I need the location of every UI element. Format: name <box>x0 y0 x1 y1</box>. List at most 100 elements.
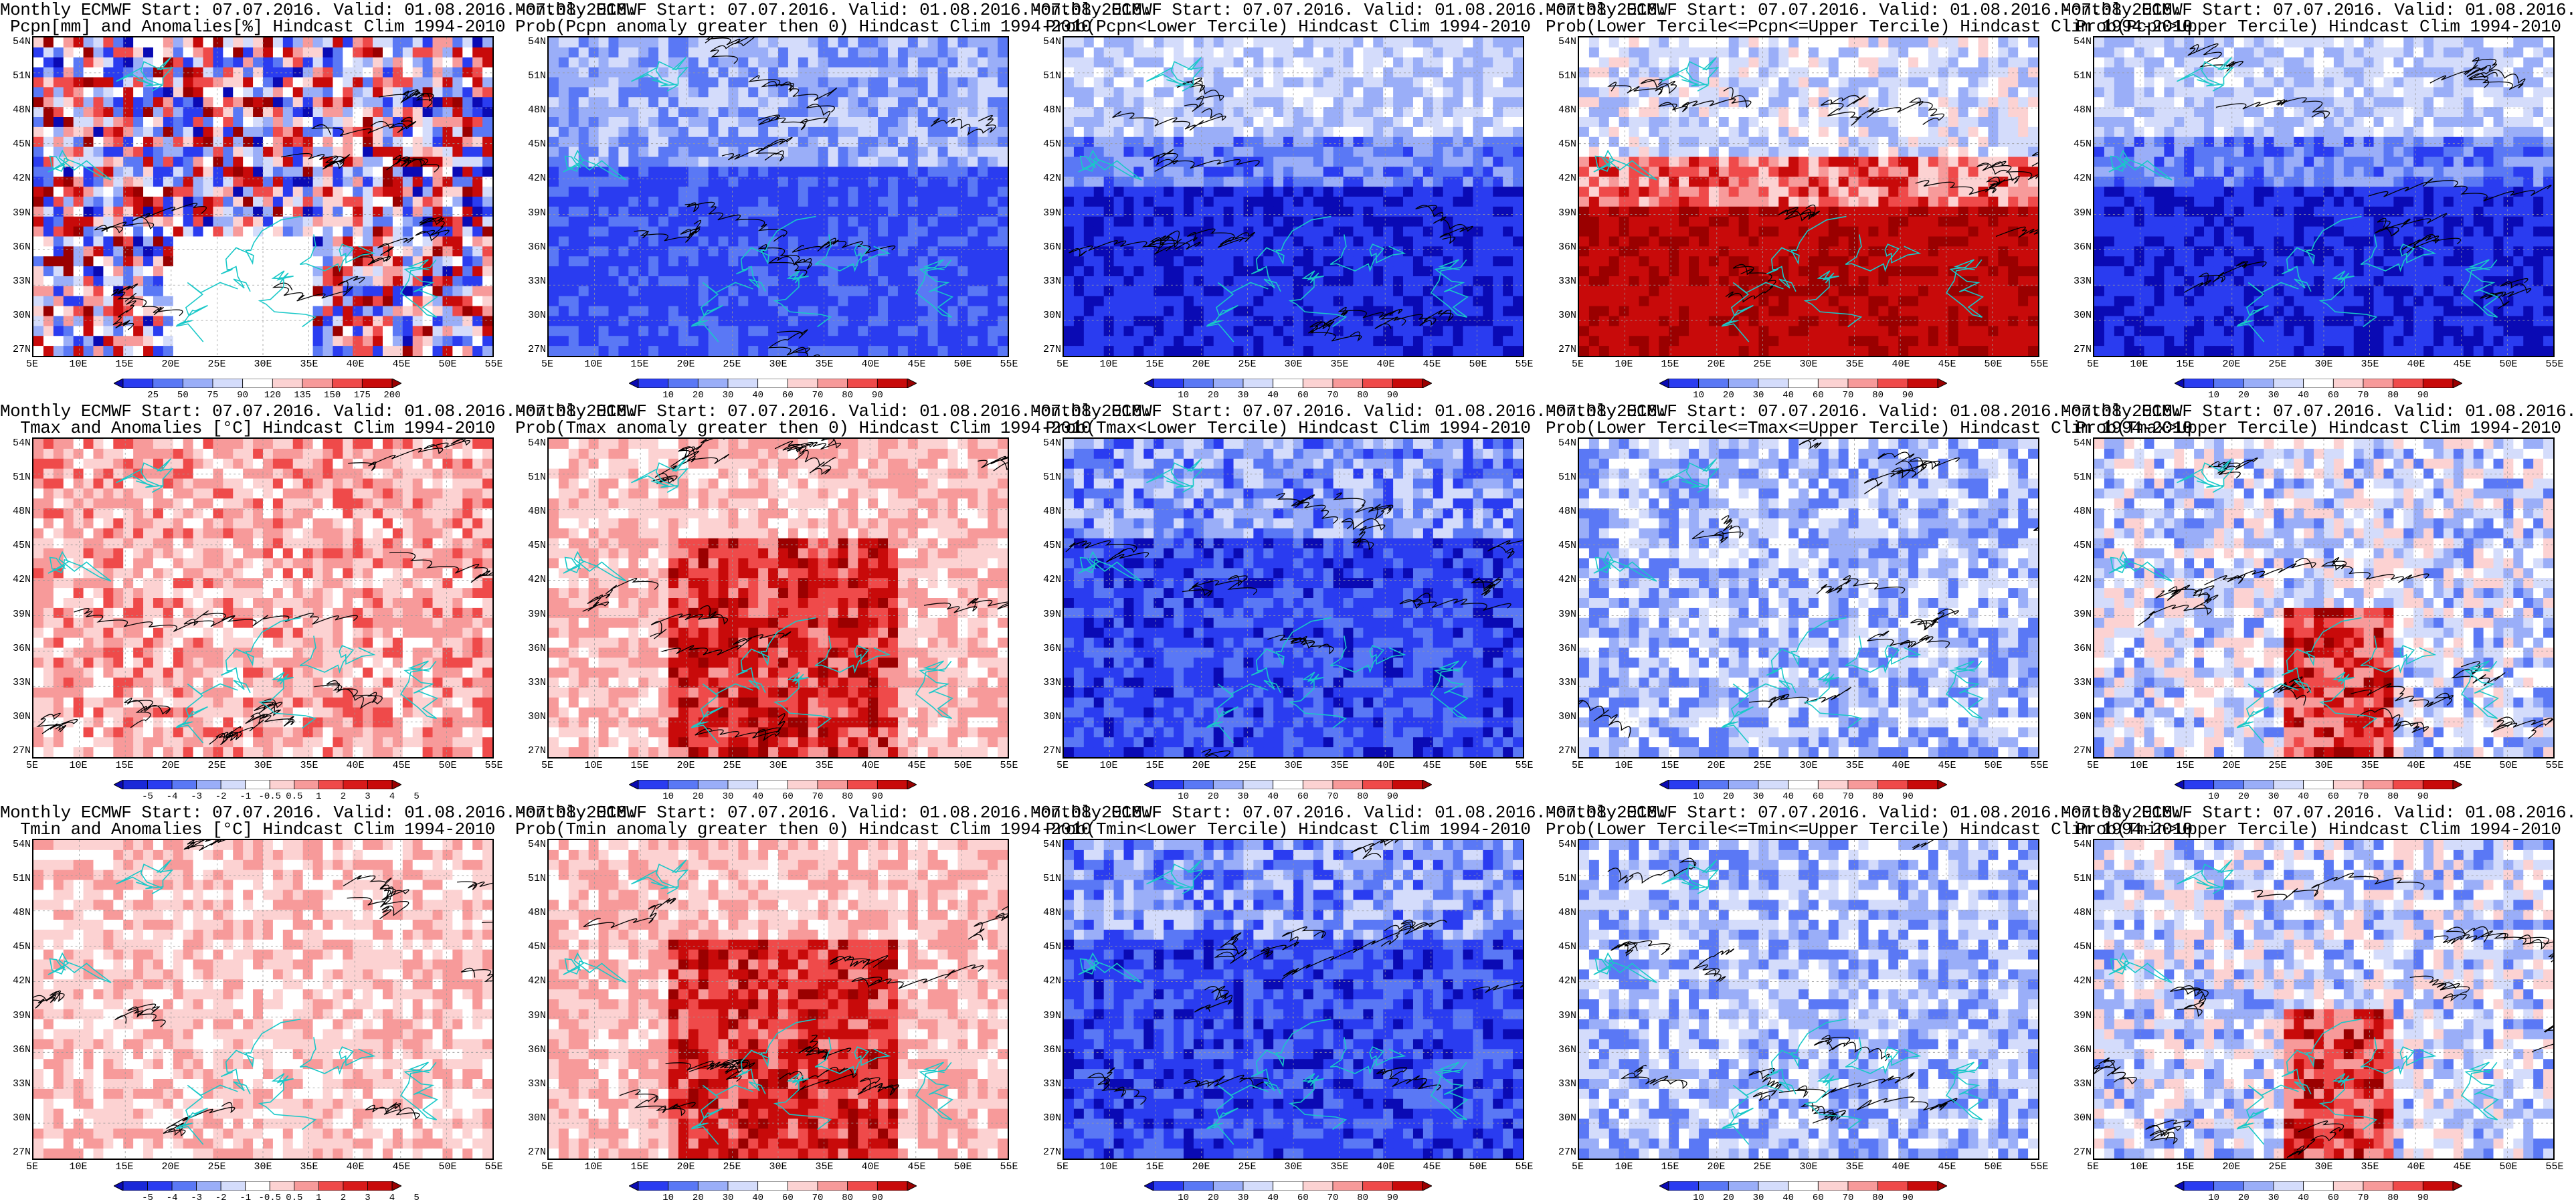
colorbar <box>114 1181 401 1191</box>
colorbar-tick-label: 70 <box>1327 390 1339 401</box>
panel-title-line1: Monthly ECMWF Start: 07.07.2016. Valid: … <box>2061 403 2576 420</box>
lon-tick-label: 20E <box>2222 760 2240 771</box>
lat-tick-label: 54N <box>2063 437 2092 449</box>
colorbar-tick-label: 30 <box>723 791 734 802</box>
lat-tick-label: 33N <box>1548 276 1576 287</box>
map-panel: Monthly ECMWF Start: 07.07.2016. Valid: … <box>1030 401 1667 803</box>
lat-tick-label: 39N <box>3 207 31 219</box>
colorbar <box>1659 1181 1947 1191</box>
lon-tick-label: 5E <box>1572 760 1584 771</box>
lon-tick-label: 15E <box>2176 359 2194 370</box>
colorbar-tick-label: 20 <box>1208 390 1219 401</box>
lon-tick-label: 50E <box>438 760 456 771</box>
lon-tick-label: 20E <box>1192 760 1210 771</box>
colorbar-tick-label: 20 <box>2238 390 2249 401</box>
lat-tick-label: 27N <box>1033 1146 1061 1158</box>
lon-tick-label: 50E <box>438 1161 456 1173</box>
lat-tick-label: 42N <box>3 574 31 585</box>
lat-tick-label: 42N <box>1033 975 1061 987</box>
map-panel: Monthly ECMWF Start: 07.07.2016. Valid: … <box>1546 0 2193 401</box>
lon-tick-label: 10E <box>2130 359 2148 370</box>
lon-tick-label: 25E <box>207 359 225 370</box>
map-panel: Monthly ECMWF Start: 07.07.2016. Valid: … <box>1546 401 2193 803</box>
lat-tick-label: 39N <box>2063 609 2092 620</box>
lat-tick-label: 30N <box>1548 711 1576 722</box>
panel-title-line2: Prob(Tmin<Lower Tercile) Hindcast Clim 1… <box>1030 821 1546 838</box>
colorbar-tick-label: 70 <box>2358 1193 2369 1203</box>
colorbar-tick-label: 60 <box>1297 390 1309 401</box>
lon-tick-label: 55E <box>2545 359 2563 370</box>
lat-tick-label: 27N <box>518 344 546 355</box>
colorbar-tick-label: 70 <box>1843 390 1854 401</box>
map-panel: Monthly ECMWF Start: 07.07.2016. Valid: … <box>1030 0 1667 401</box>
colorbar-tick-label: 60 <box>1297 791 1309 802</box>
lat-tick-label: 42N <box>2063 574 2092 585</box>
lon-tick-label: 25E <box>723 1161 741 1173</box>
map-area <box>1063 36 1524 357</box>
colorbar-tick-label: 2 <box>341 791 346 802</box>
colorbar-tick-label: 20 <box>693 791 704 802</box>
lon-tick-label: 50E <box>1469 359 1487 370</box>
lon-tick-label: 55E <box>1515 359 1533 370</box>
lon-tick-label: 15E <box>115 1161 133 1173</box>
panel-title-line2: Prob(Tmax>Upper Tercile) Hindcast Clim 1… <box>2061 419 2576 437</box>
lon-tick-label: 55E <box>1000 359 1018 370</box>
lat-tick-label: 48N <box>2063 907 2092 918</box>
lon-tick-label: 20E <box>161 1161 179 1173</box>
colorbar-tick-label: 20 <box>2238 791 2249 802</box>
colorbar-tick-label: -4 <box>167 1193 178 1203</box>
lat-tick-label: 27N <box>1033 344 1061 355</box>
lat-tick-label: 45N <box>518 138 546 150</box>
shaded-field <box>1579 37 2038 356</box>
panel-title-line2: Tmin and Anomalies [°C] Hindcast Clim 19… <box>0 821 515 838</box>
colorbar-tick-label: 80 <box>2387 390 2399 401</box>
lon-tick-label: 50E <box>953 359 972 370</box>
lat-tick-label: 51N <box>3 873 31 884</box>
lon-tick-label: 30E <box>1284 1161 1302 1173</box>
lon-tick-label: 15E <box>1661 359 1679 370</box>
colorbar-tick-label: 70 <box>812 1193 824 1203</box>
lat-tick-label: 45N <box>3 540 31 551</box>
colorbar-tick-label: 70 <box>1327 791 1339 802</box>
lon-tick-label: 35E <box>1330 1161 1348 1173</box>
map-area <box>2093 839 2555 1160</box>
colorbar-tick-label: 5 <box>413 791 419 802</box>
colorbar-tick-label: -0.5 <box>258 1193 281 1203</box>
lat-tick-label: 48N <box>3 104 31 116</box>
lon-tick-label: 25E <box>723 359 741 370</box>
lon-tick-label: 45E <box>392 359 410 370</box>
colorbar-tick-label: 10 <box>1693 791 1704 802</box>
lon-tick-label: 5E <box>2087 359 2099 370</box>
lat-tick-label: 33N <box>2063 677 2092 688</box>
lat-tick-label: 27N <box>2063 344 2092 355</box>
lon-tick-label: 35E <box>1330 760 1348 771</box>
colorbar-tick-label: 200 <box>383 390 400 401</box>
lon-tick-label: 25E <box>2268 760 2286 771</box>
shaded-field <box>1064 37 1523 356</box>
lon-tick-label: 5E <box>2087 1161 2099 1173</box>
lon-tick-label: 20E <box>1707 760 1725 771</box>
lat-tick-label: 54N <box>518 437 546 449</box>
lon-tick-label: 25E <box>1238 760 1256 771</box>
colorbar-tick-label: -1 <box>240 791 251 802</box>
lon-tick-label: 20E <box>161 359 179 370</box>
colorbar <box>114 780 401 789</box>
shaded-field <box>33 840 492 1159</box>
lon-tick-label: 50E <box>1984 1161 2002 1173</box>
lon-tick-label: 55E <box>2545 1161 2563 1173</box>
lon-tick-label: 45E <box>907 359 925 370</box>
map-panel: Monthly ECMWF Start: 07.07.2016. Valid: … <box>1030 803 1667 1204</box>
colorbar-tick-label: -2 <box>215 1193 227 1203</box>
lat-tick-label: 51N <box>518 472 546 483</box>
panel-title-line2: Prob(Lower Tercile<=Tmax<=Upper Tercile)… <box>1546 419 2193 437</box>
colorbar-tick-label: 70 <box>1327 1193 1339 1203</box>
lon-tick-label: 30E <box>2314 1161 2332 1173</box>
colorbar-tick-label: 5 <box>413 1193 419 1203</box>
lon-tick-label: 15E <box>115 359 133 370</box>
shaded-field <box>1579 840 2038 1159</box>
lat-tick-label: 39N <box>518 609 546 620</box>
lat-tick-label: 39N <box>518 1010 546 1021</box>
lon-tick-label: 5E <box>26 760 38 771</box>
lon-tick-label: 5E <box>541 760 553 771</box>
